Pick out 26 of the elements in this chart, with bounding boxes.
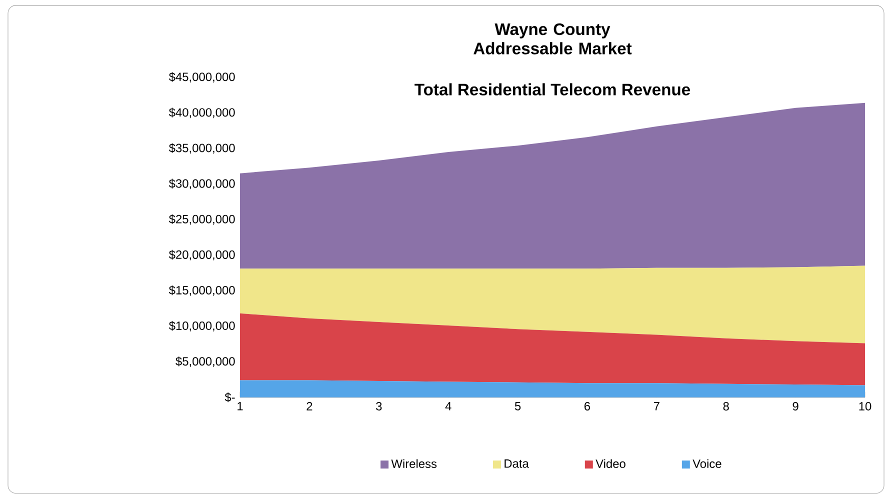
x-tick-label: 8 [723, 402, 729, 410]
x-tick-label: 1 [238, 402, 243, 410]
y-tick-label: $10,000,000 [168, 321, 235, 332]
legend-label: Wireless [391, 459, 437, 468]
legend-label: Data [504, 459, 529, 468]
legend-label: Video [596, 459, 626, 468]
y-tick-label: $40,000,000 [168, 108, 235, 118]
x-tick-label: 5 [514, 402, 521, 410]
legend-label: Voice [692, 459, 722, 468]
y-tick-label: $35,000,000 [168, 143, 235, 154]
y-tick-label: $- [224, 392, 235, 402]
y-tick-label: $45,000,000 [168, 72, 235, 83]
y-tick-label: $5,000,000 [176, 356, 235, 367]
x-tick-label: 2 [306, 402, 312, 410]
x-tick-label: 7 [654, 402, 660, 410]
x-tick-label: 6 [584, 402, 590, 410]
y-tick-label: $20,000,000 [168, 250, 235, 260]
y-tick-label: $25,000,000 [168, 214, 235, 225]
x-tick-label: 3 [376, 402, 382, 410]
y-tick-label: $15,000,000 [168, 285, 235, 296]
chart-subtitle: Total Residential Telecom Revenue [414, 83, 690, 96]
chart-title: Wayne County Addressable Market [474, 23, 632, 54]
x-tick-label: 4 [445, 402, 452, 410]
x-tick-label: 9 [792, 402, 798, 410]
y-tick-label: $30,000,000 [168, 178, 235, 190]
x-tick-label: 10 [859, 402, 872, 410]
